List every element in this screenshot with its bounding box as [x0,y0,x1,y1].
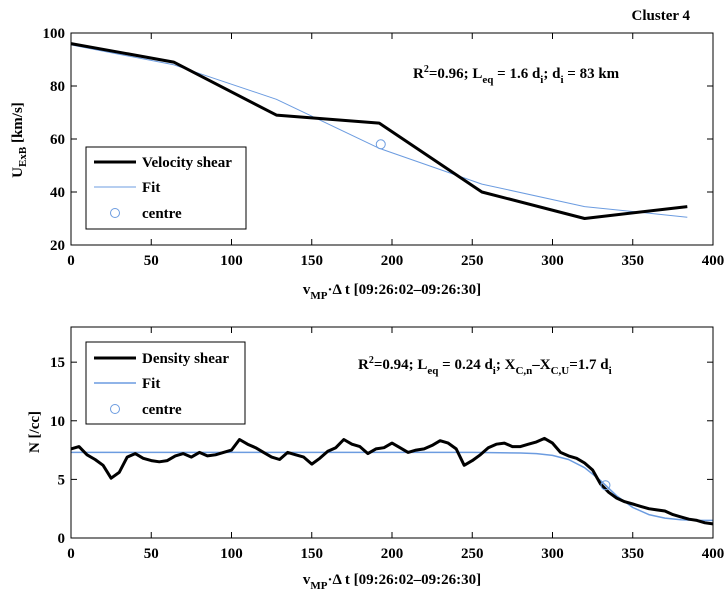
plot-frame [70,32,714,246]
legend-label-centre: centre [142,402,182,418]
series-line-velocity-shear [70,42,688,220]
y-tick-label: 80 [50,79,65,95]
x-tick-label: 400 [702,253,725,269]
x-tick-labels: 0 50 100 150 200 250 300 350 400 [67,253,724,269]
y-axis-label: N [/cc] [27,411,43,453]
y-tick-label: 60 [50,132,65,148]
y-tick-labels: 20 40 60 80 100 [43,26,66,254]
y-tick-label: 15 [50,355,65,371]
legend-label-fit: Fit [142,376,160,392]
fit-annotation: R2=0.96; Leq = 1.6 di; di = 83 km [413,64,620,86]
x-tick-label: 250 [461,253,484,269]
velocity-panel: 0 50 100 150 200 250 300 350 400 20 40 60 80 100 UEx… [10,26,724,302]
legend-label-velocity: Velocity shear [142,155,232,171]
x-tick-label: 300 [541,253,564,269]
x-axis-label: vMP·Δ t [09:26:02–09:26:30] [303,572,481,592]
legend-label-fit: Fit [142,180,160,196]
x-axis-label: vMP·Δ t [09:26:02–09:26:30] [303,282,481,302]
fit-annotation: R2=0.94; Leq = 0.24 di; XC,n–XC,U=1.7 di [358,355,612,377]
legend-label-density: Density shear [142,351,229,367]
y-tick-label: 10 [50,414,65,430]
y-tick-label: 40 [50,185,65,201]
x-tick-label: 100 [220,253,243,269]
legend: Velocity shear Fit centre [85,146,247,230]
y-tick-labels: 0 5 10 15 [50,355,65,547]
y-tick-label: 100 [43,26,66,42]
x-tick-label: 150 [301,253,324,269]
legend-label-centre: centre [142,206,182,222]
cluster-label: Cluster 4 [632,8,691,24]
x-tick-labels: 0 50 100 150 200 250 300 350 400 [67,546,724,562]
x-tick-label: 0 [67,253,75,269]
y-tick-label: 0 [58,531,66,547]
x-tick-label: 400 [702,546,725,562]
x-tick-label: 350 [622,253,645,269]
x-tick-label: 0 [67,546,75,562]
centre-marker [600,480,611,491]
plot-frame [70,326,714,539]
centre-marker [375,139,386,150]
x-tick-label: 100 [220,546,243,562]
x-tick-label: 150 [301,546,324,562]
series-line-density-shear [70,436,714,526]
x-tick-label: 200 [381,546,404,562]
y-tick-label: 5 [58,472,66,488]
legend-swatch-centre [110,208,120,218]
x-tick-label: 250 [461,546,484,562]
x-tick-label: 350 [622,546,645,562]
y-tick-label: 20 [50,238,65,254]
y-axis-label: UExB [km/s] [10,102,29,178]
x-tick-label: 300 [541,546,564,562]
x-tick-label: 50 [144,253,159,269]
legend: Density shear Fit centre [85,341,246,425]
x-tick-label: 200 [381,253,404,269]
series-line-fit [71,451,713,522]
x-tick-label: 50 [144,546,159,562]
legend-swatch-centre [110,404,120,414]
